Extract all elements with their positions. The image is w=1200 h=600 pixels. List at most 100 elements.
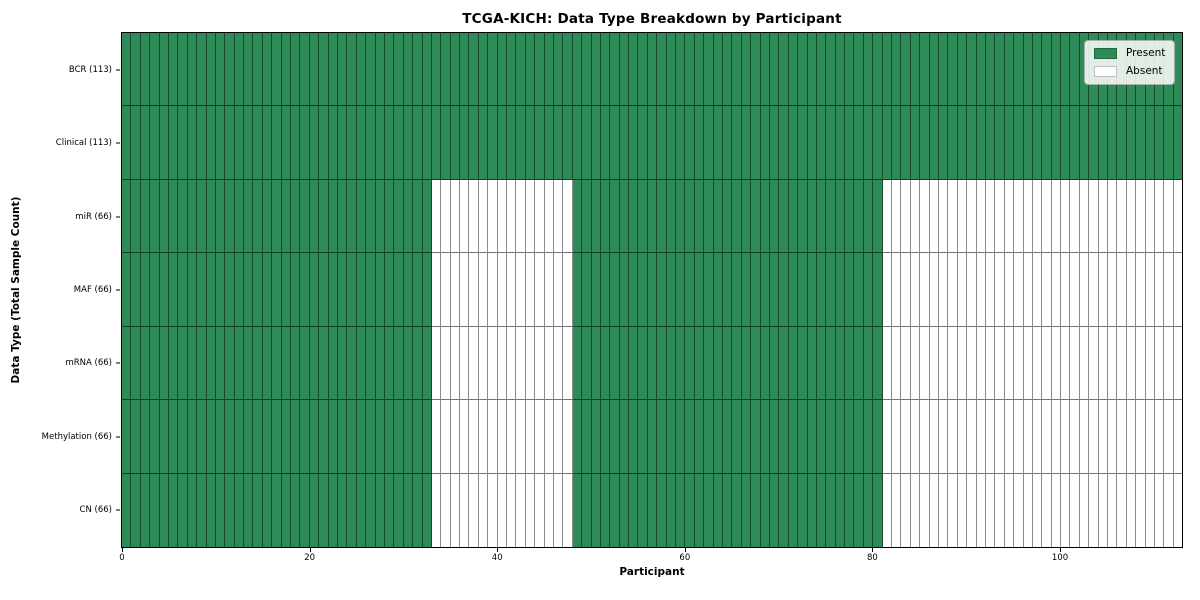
heatmap-cell-absent: [1164, 326, 1174, 401]
heatmap-cell-present: [685, 253, 695, 327]
heatmap-cell-absent: [1089, 253, 1099, 327]
heatmap-cell-present: [1079, 106, 1090, 180]
heatmap-cell-present: [328, 473, 338, 547]
heatmap-cell-present: [413, 326, 423, 401]
heatmap-cell-present: [300, 179, 310, 254]
heatmap-cell-absent: [985, 473, 996, 547]
heatmap-cell-present: [272, 473, 282, 547]
heatmap-cell-present: [366, 33, 376, 107]
heatmap-cell-present: [375, 179, 385, 254]
heatmap-cell-present: [244, 473, 254, 547]
heatmap-cell-present: [985, 33, 996, 107]
heatmap-cell-present: [394, 253, 404, 327]
heatmap-cell-present: [168, 400, 179, 474]
heatmap-cell-present: [788, 179, 799, 254]
heatmap-cell-absent: [460, 179, 470, 254]
legend-label: Absent: [1126, 65, 1163, 77]
heatmap-cell-present: [835, 106, 846, 180]
heatmap-cell-present: [882, 106, 893, 180]
heatmap-cell-present: [150, 473, 160, 547]
heatmap-cell-present: [300, 33, 310, 107]
heatmap-cell-present: [685, 106, 695, 180]
heatmap-cell-present: [882, 33, 893, 107]
heatmap-cell-absent: [957, 473, 968, 547]
heatmap-cell-present: [798, 106, 808, 180]
heatmap-cell-present: [460, 106, 470, 180]
heatmap-cell-present: [929, 33, 939, 107]
heatmap-cell-present: [394, 106, 404, 180]
heatmap-cell-present: [835, 400, 846, 474]
heatmap-cell-present: [657, 400, 667, 474]
heatmap-cell-present: [168, 253, 179, 327]
heatmap-cell-present: [610, 179, 620, 254]
heatmap-cell-present: [769, 33, 780, 107]
legend: Present Absent: [1084, 40, 1176, 85]
heatmap-cell-present: [187, 473, 198, 547]
heatmap-cell-present: [309, 179, 320, 254]
heatmap-cell-present: [309, 400, 320, 474]
heatmap-cell-present: [178, 473, 188, 547]
heatmap-cell-absent: [938, 400, 949, 474]
heatmap-cell-present: [676, 326, 686, 401]
heatmap-cell-absent: [957, 326, 968, 401]
heatmap-cell-present: [544, 33, 554, 107]
heatmap-cell-present: [985, 106, 996, 180]
heatmap-cell-absent: [995, 473, 1005, 547]
heatmap-cell-absent: [910, 179, 921, 254]
x-tick-mark: [122, 548, 123, 552]
heatmap-cell-present: [1173, 33, 1183, 107]
heatmap-cell-present: [704, 179, 714, 254]
heatmap-cell-present: [422, 179, 432, 254]
heatmap-cell-present: [854, 33, 864, 107]
heatmap-cell-present: [394, 326, 404, 401]
heatmap-cell-present: [657, 33, 667, 107]
heatmap-cell-present: [197, 179, 207, 254]
heatmap-cell-present: [591, 400, 601, 474]
heatmap-cell-present: [788, 326, 799, 401]
heatmap-cell-present: [863, 33, 874, 107]
heatmap-cell-present: [779, 400, 789, 474]
heatmap-cell-present: [863, 106, 874, 180]
heatmap-cell-present: [150, 33, 160, 107]
x-tick-label: 80: [867, 553, 878, 563]
heatmap-cell-present: [600, 473, 611, 547]
heatmap-cell-present: [413, 400, 423, 474]
heatmap-cell-present: [807, 473, 817, 547]
heatmap-cell-absent: [1079, 326, 1090, 401]
heatmap-cell-present: [159, 253, 169, 327]
heatmap-cell-present: [131, 473, 141, 547]
heatmap-cell-absent: [1061, 400, 1071, 474]
heatmap-cell-absent: [938, 253, 949, 327]
heatmap-cell-absent: [1051, 253, 1062, 327]
heatmap-cell-present: [920, 106, 930, 180]
heatmap-cell-present: [732, 253, 742, 327]
heatmap-cell-present: [751, 33, 761, 107]
heatmap-cell-present: [629, 253, 639, 327]
heatmap-cell-absent: [1126, 473, 1137, 547]
heatmap-cell-present: [1004, 33, 1015, 107]
heatmap-cell-absent: [535, 253, 545, 327]
heatmap-cell-absent: [563, 400, 573, 474]
heatmap-cell-absent: [892, 473, 902, 547]
heatmap-cell-absent: [901, 473, 911, 547]
heatmap-cell-absent: [488, 326, 498, 401]
heatmap-cell-present: [610, 326, 620, 401]
heatmap-cell-present: [159, 106, 169, 180]
heatmap-cell-present: [168, 326, 179, 401]
heatmap-cell-present: [375, 326, 385, 401]
heatmap-cell-absent: [985, 179, 996, 254]
heatmap-cell-present: [1014, 33, 1024, 107]
heatmap-cell-present: [582, 179, 592, 254]
heatmap-cell-absent: [1108, 179, 1118, 254]
heatmap-cell-absent: [929, 326, 939, 401]
heatmap-cell-absent: [1042, 400, 1052, 474]
heatmap-cell-present: [901, 106, 911, 180]
heatmap-cell-present: [694, 179, 705, 254]
heatmap-cell-present: [741, 400, 752, 474]
heatmap-cell-present: [732, 400, 742, 474]
heatmap-cell-present: [713, 473, 723, 547]
heatmap-cell-absent: [995, 400, 1005, 474]
heatmap-cell-present: [309, 326, 320, 401]
heatmap-cell-present: [319, 473, 329, 547]
heatmap-cell-present: [1070, 33, 1080, 107]
